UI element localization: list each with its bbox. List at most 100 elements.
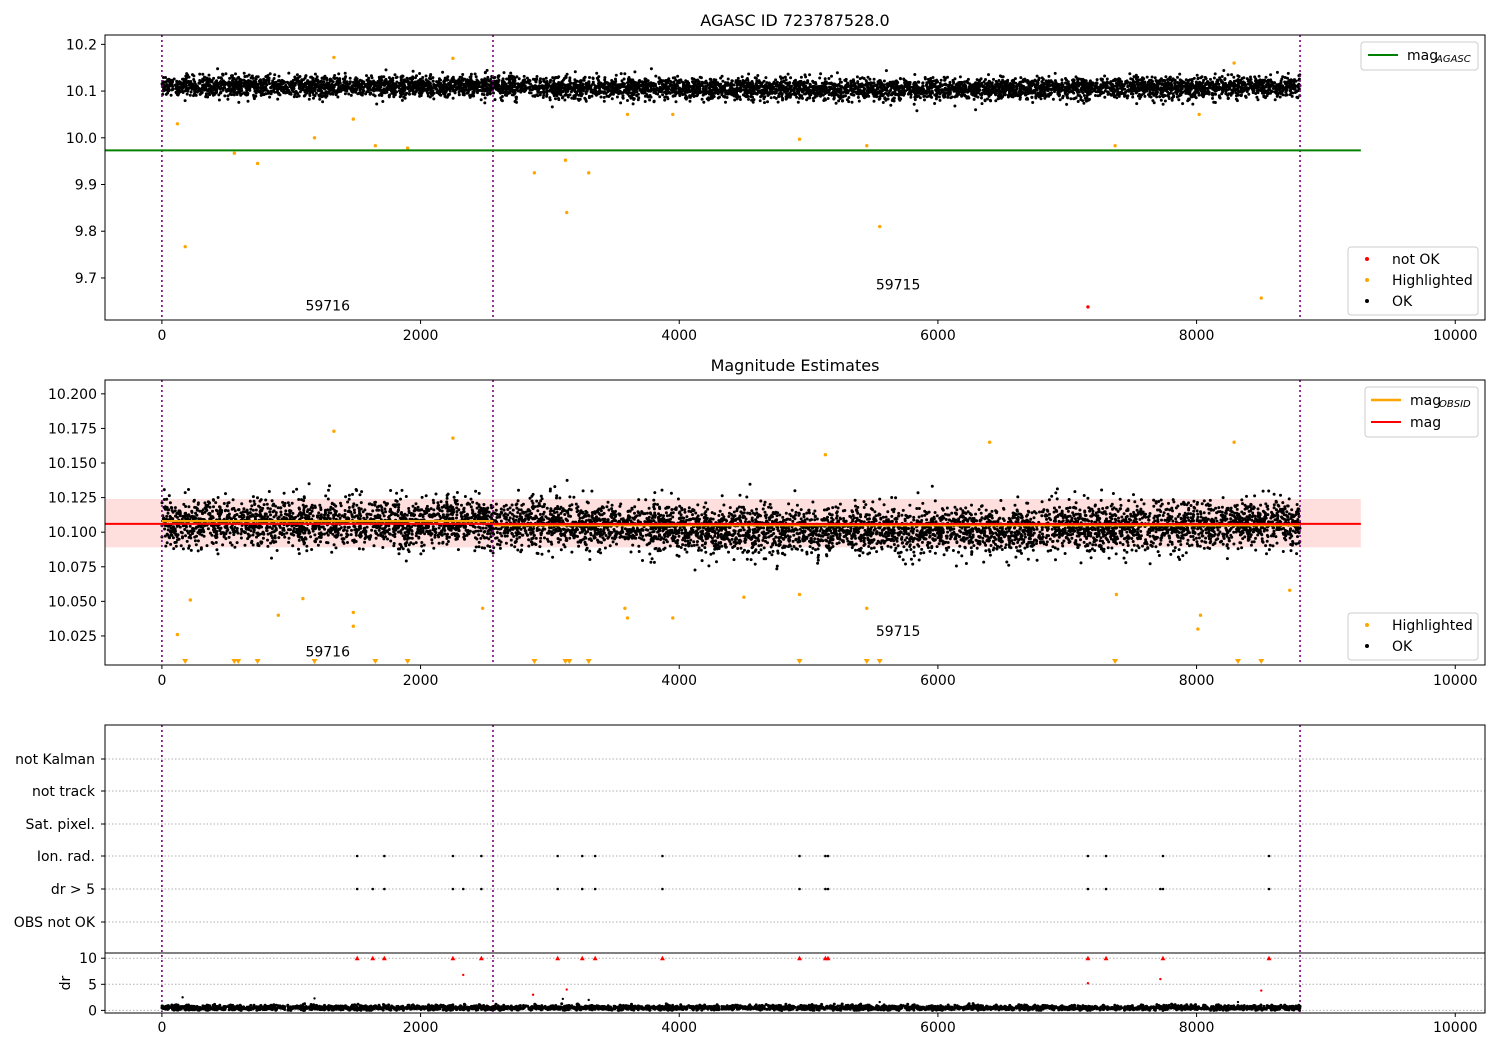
ok-point <box>613 81 617 85</box>
ok-point <box>614 73 618 77</box>
ok-point <box>469 72 473 76</box>
ok-point <box>938 98 942 102</box>
ok-point <box>246 99 250 103</box>
ok-point <box>228 92 232 96</box>
ok-point <box>790 84 794 88</box>
ok-point <box>1161 102 1165 106</box>
ok-point <box>980 92 984 96</box>
ok-point <box>882 79 886 83</box>
agasc-panel-title: AGASC ID 723787528.0 <box>700 11 889 30</box>
ok-point <box>767 83 771 87</box>
ok-point <box>241 84 245 88</box>
ok-point <box>528 82 532 86</box>
ok-point <box>1186 91 1190 95</box>
ok-point <box>599 95 603 99</box>
ok-point <box>1152 101 1156 105</box>
ok-point <box>451 96 455 100</box>
ok-point <box>435 87 439 91</box>
ok-point <box>343 92 347 96</box>
ok-point <box>789 76 793 80</box>
ok-point <box>663 98 667 102</box>
ok-point <box>251 76 255 80</box>
ok-point <box>915 109 919 113</box>
ok-point <box>818 76 822 80</box>
ok-point <box>1286 76 1289 80</box>
ok-point <box>740 75 744 79</box>
ok-point <box>1262 85 1266 89</box>
ok-point <box>849 86 853 90</box>
ok-point <box>899 77 902 81</box>
ok-point <box>231 80 235 84</box>
ok-point <box>635 93 638 97</box>
ok-point <box>932 79 936 83</box>
ok-point <box>674 100 678 104</box>
ok-point <box>554 97 557 101</box>
ok-point <box>1215 78 1219 82</box>
ok-point <box>307 97 311 101</box>
ok-point <box>886 92 890 96</box>
ok-point <box>1218 96 1222 100</box>
ok-point <box>1269 73 1273 77</box>
ok-point <box>1191 102 1195 106</box>
ok-point <box>1212 76 1216 80</box>
ok-point <box>1162 78 1166 82</box>
ok-point <box>539 77 542 81</box>
ok-point <box>726 77 730 81</box>
ok-point <box>1202 78 1206 82</box>
ok-point <box>1164 75 1168 79</box>
ok-point <box>1051 97 1055 101</box>
ok-point <box>665 95 669 99</box>
ok-point <box>500 99 504 103</box>
ok-point <box>676 74 680 78</box>
ok-point <box>387 76 391 80</box>
ok-point <box>472 91 476 95</box>
ok-point <box>1181 102 1185 106</box>
ok-point <box>325 81 329 85</box>
ok-point <box>457 93 461 97</box>
ok-point <box>835 71 839 75</box>
ok-point <box>224 72 228 76</box>
ok-point <box>398 95 402 99</box>
ok-point <box>679 78 683 82</box>
ok-point <box>602 99 606 103</box>
ok-point <box>1047 74 1051 78</box>
ok-point <box>431 79 435 83</box>
ok-point <box>1103 95 1107 99</box>
ok-point <box>820 81 824 85</box>
ok-point <box>808 73 812 77</box>
ok-point <box>1103 74 1107 78</box>
ok-point <box>738 95 742 99</box>
ok-point <box>852 87 856 91</box>
ok-point <box>1031 101 1035 104</box>
ok-point <box>377 75 381 79</box>
ok-point <box>803 73 807 77</box>
ok-point <box>1145 75 1149 79</box>
ok-point <box>441 70 445 74</box>
ok-point <box>629 87 633 91</box>
ok-point <box>1211 96 1214 100</box>
ok-point <box>509 71 513 75</box>
ok-point <box>292 95 296 99</box>
ok-point <box>1226 73 1230 77</box>
ok-point <box>986 97 989 101</box>
ok-point <box>827 93 831 97</box>
ok-point <box>789 89 793 93</box>
ok-point <box>1094 81 1098 85</box>
ok-point <box>984 78 987 81</box>
ok-point <box>812 99 816 103</box>
ok-point <box>682 81 686 85</box>
ok-point <box>958 75 962 79</box>
ok-point <box>1131 95 1135 99</box>
ok-point <box>1149 78 1153 82</box>
ok-point <box>943 78 947 82</box>
ok-point <box>314 91 318 95</box>
ok-point <box>169 93 173 97</box>
ok-point <box>318 97 322 101</box>
ok-point <box>347 92 351 96</box>
ok-point <box>1222 69 1226 72</box>
ok-point <box>774 96 778 100</box>
ok-point <box>1088 86 1092 90</box>
ok-point <box>217 98 221 102</box>
ok-point <box>1064 77 1067 80</box>
ok-point <box>1037 76 1041 80</box>
